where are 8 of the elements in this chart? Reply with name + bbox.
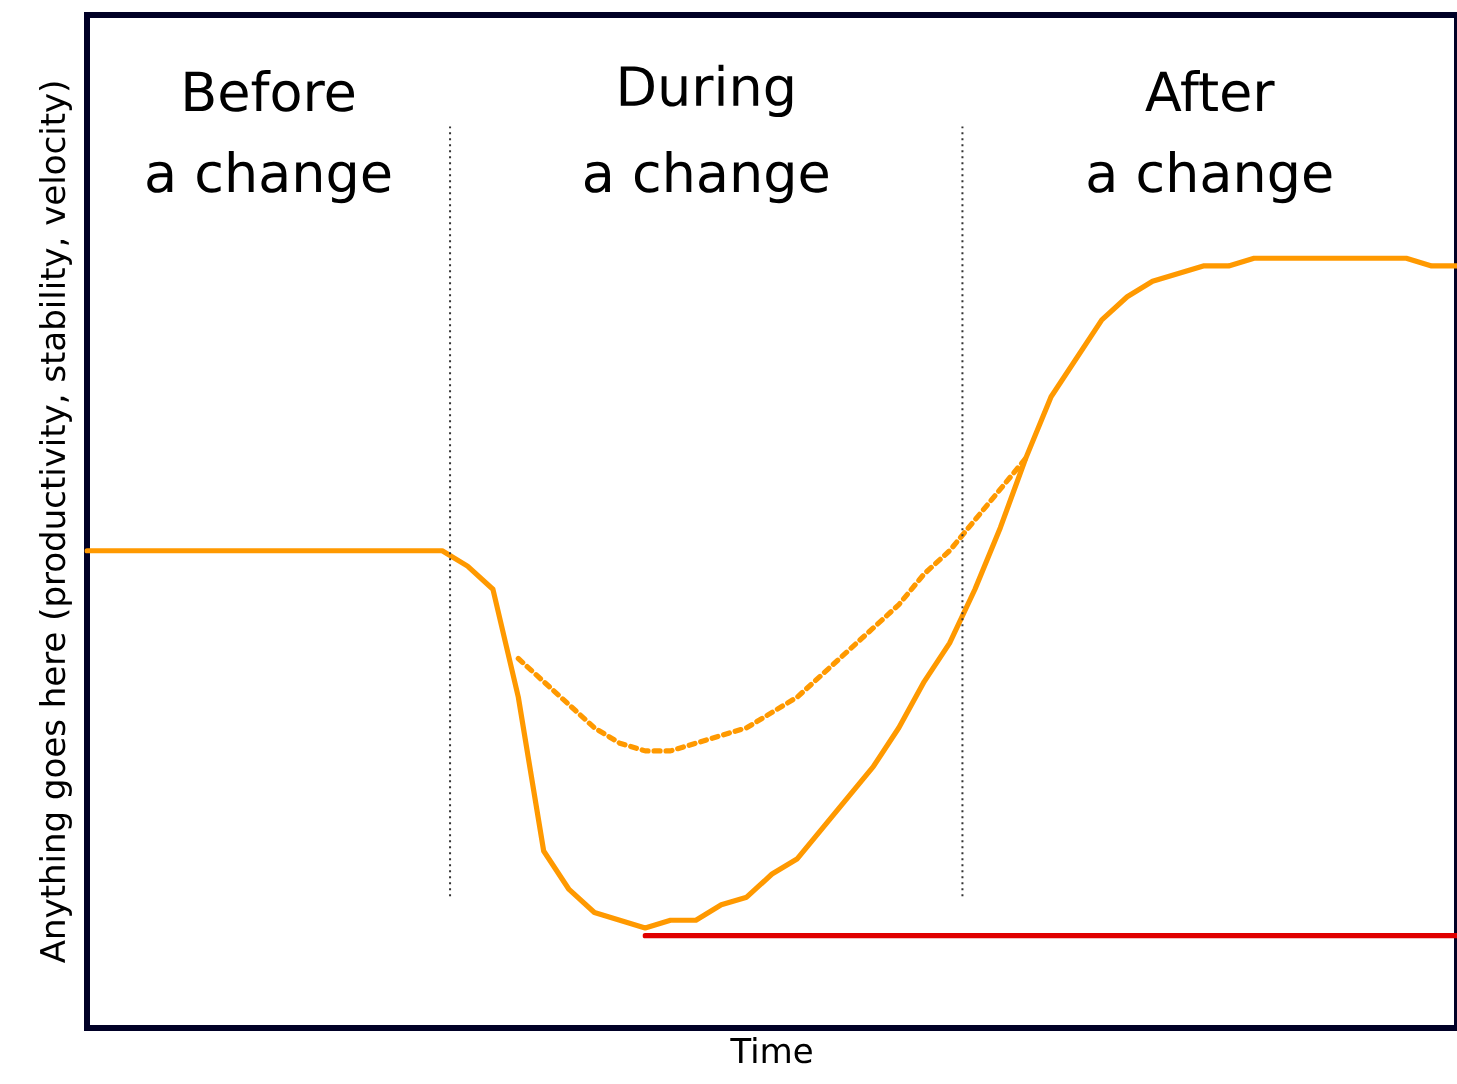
- text: a change: [147, 150, 391, 204]
- text: Before: [185, 70, 354, 112]
- text: a change: [584, 150, 828, 204]
- text: After: [1145, 70, 1275, 112]
- x-axis-title: Time: [730, 1037, 812, 1064]
- text: During: [620, 64, 793, 118]
- y-axis-title: Anything goes here (productivity, stability, velocity): [39, 82, 72, 964]
- text: a change: [1088, 150, 1332, 204]
